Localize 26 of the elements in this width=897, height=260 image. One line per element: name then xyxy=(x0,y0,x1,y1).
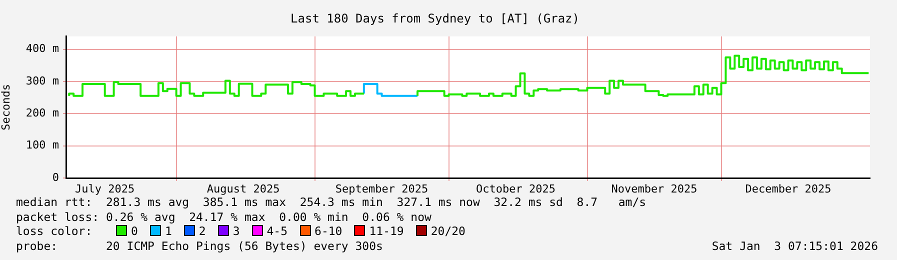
x-tick-label: July 2025 xyxy=(75,182,135,196)
x-tick-label: September 2025 xyxy=(335,182,428,196)
y-tick-label: 300 m xyxy=(26,74,60,88)
x-tick-label: August 2025 xyxy=(206,182,280,196)
legend-label: 1 xyxy=(164,224,172,238)
legend-label: 0 xyxy=(130,224,138,238)
legend-label: 3 xyxy=(232,224,240,238)
text: median rtt: 281.3 ms avg 385.1 ms max 254.3 ms min 327.1 ms now 32.2 ms sd 8.7 am/s xyxy=(16,195,648,210)
y-tick-label: 200 m xyxy=(26,106,60,120)
legend-label: 4-5 xyxy=(266,224,288,238)
y-tick-label: 100 m xyxy=(26,138,60,152)
legend-label: 11-19 xyxy=(368,224,404,238)
legend-label: 2 xyxy=(198,224,206,238)
x-tick-label: December 2025 xyxy=(745,182,832,196)
legend-title: loss color: xyxy=(16,224,94,238)
legend-label: 6-10 xyxy=(314,224,342,238)
y-tick-label: 400 m xyxy=(26,42,60,56)
text: Sat Jan 3 07:15:01 2026 xyxy=(712,238,878,253)
x-tick-label: November 2025 xyxy=(611,182,698,196)
text: packet loss: 0.26 % avg 24.17 % max 0.00 % min 0.06 % now xyxy=(16,210,432,224)
y-tick-label: 0 xyxy=(52,170,59,184)
text: probe: 20 ICMP Echo Pings (56 Bytes) every 300s xyxy=(16,238,383,252)
chart-title: Last 180 Days from Sydney to [AT] (Graz) xyxy=(290,11,580,26)
legend-label: 20/20 xyxy=(430,224,466,238)
y-axis-title: Seconds xyxy=(0,84,12,130)
x-tick-label: October 2025 xyxy=(476,182,556,196)
